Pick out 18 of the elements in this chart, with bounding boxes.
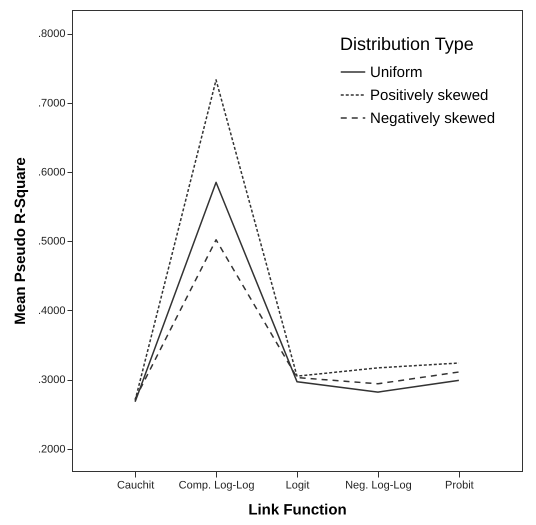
y-tick-label: .5000 <box>38 236 66 248</box>
y-tick-label: .2000 <box>38 443 66 456</box>
legend-title: Distribution Type <box>340 34 474 54</box>
y-tick-label: .6000 <box>38 166 66 178</box>
legend-label: Negatively skewed <box>370 110 496 127</box>
y-tick-label: .7000 <box>38 97 66 110</box>
y-axis-title: Mean Pseudo R-Square <box>12 157 29 325</box>
x-tick-label: Comp. Log-Log <box>178 480 254 492</box>
y-tick-label: .3000 <box>38 374 66 386</box>
legend-label: Positively skewed <box>370 87 488 104</box>
legend-label: Uniform <box>370 64 423 81</box>
x-tick-label: Cauchit <box>116 480 154 492</box>
x-tick-label: Logit <box>286 480 310 492</box>
y-tick-label: .8000 <box>38 28 66 40</box>
x-tick-label: Probit <box>444 480 474 492</box>
y-tick-label: .4000 <box>38 304 66 317</box>
x-tick-label: Neg. Log-Log <box>345 480 412 492</box>
x-axis-title: Link Function <box>248 502 347 518</box>
